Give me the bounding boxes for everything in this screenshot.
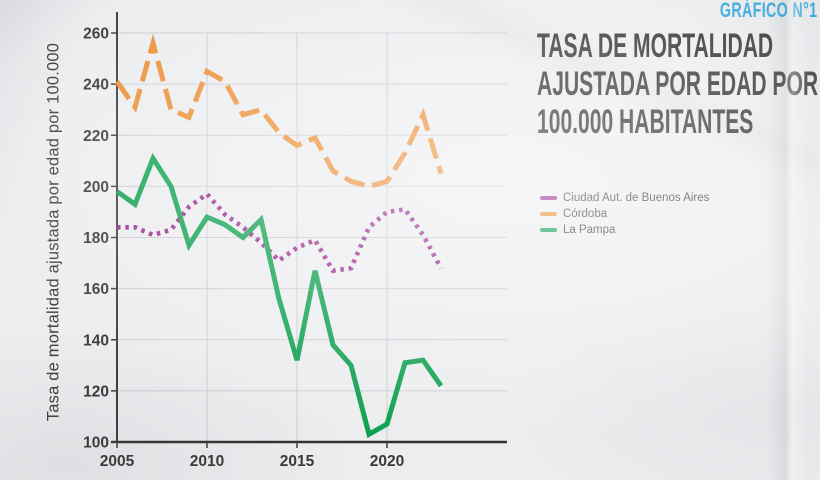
svg-text:2010: 2010 xyxy=(190,453,224,470)
legend-item-la-pampa: La Pampa xyxy=(540,222,709,238)
legend-item-cordoba: Córdoba xyxy=(540,206,709,222)
legend-label-buenos-aires: Ciudad Aut. de Buenos Aires xyxy=(563,192,710,204)
svg-text:140: 140 xyxy=(83,332,109,349)
chart-title: TASA DE MORTALIDAD AJUSTADA POR EDAD POR… xyxy=(537,27,818,141)
legend-swatch-buenos-aires xyxy=(540,195,557,201)
svg-text:160: 160 xyxy=(83,281,109,298)
svg-text:200: 200 xyxy=(83,179,109,196)
legend-label-la-pampa: La Pampa xyxy=(563,224,616,236)
chart-title-line-3: 100.000 HABITANTES xyxy=(537,103,754,141)
figure-badge: GRÁFICO N°1 xyxy=(719,0,817,22)
svg-text:120: 120 xyxy=(83,383,109,400)
svg-text:220: 220 xyxy=(83,128,109,145)
chart-title-line-1: TASA DE MORTALIDAD xyxy=(537,27,774,65)
legend-swatch-cordoba xyxy=(540,211,557,217)
svg-text:100: 100 xyxy=(83,435,109,452)
svg-text:180: 180 xyxy=(83,230,109,247)
legend-label-cordoba: Córdoba xyxy=(563,208,608,220)
chart-title-line-2: AJUSTADA POR EDAD POR xyxy=(537,65,819,103)
legend-item-buenos-aires: Ciudad Aut. de Buenos Aires xyxy=(540,190,709,206)
svg-text:240: 240 xyxy=(83,77,109,94)
series-line-0 xyxy=(117,190,444,274)
series-line-1 xyxy=(114,33,444,189)
chart-legend: Ciudad Aut. de Buenos Aires Córdoba La P… xyxy=(540,190,709,238)
series-line-2 xyxy=(115,152,444,439)
svg-text:2015: 2015 xyxy=(280,453,315,470)
svg-text:2005: 2005 xyxy=(100,453,135,470)
y-axis-title: Tasa de mortalidad ajustada por edad por… xyxy=(44,42,63,422)
svg-text:260: 260 xyxy=(83,26,109,43)
svg-text:2020: 2020 xyxy=(370,453,404,470)
legend-swatch-la-pampa xyxy=(540,227,557,233)
